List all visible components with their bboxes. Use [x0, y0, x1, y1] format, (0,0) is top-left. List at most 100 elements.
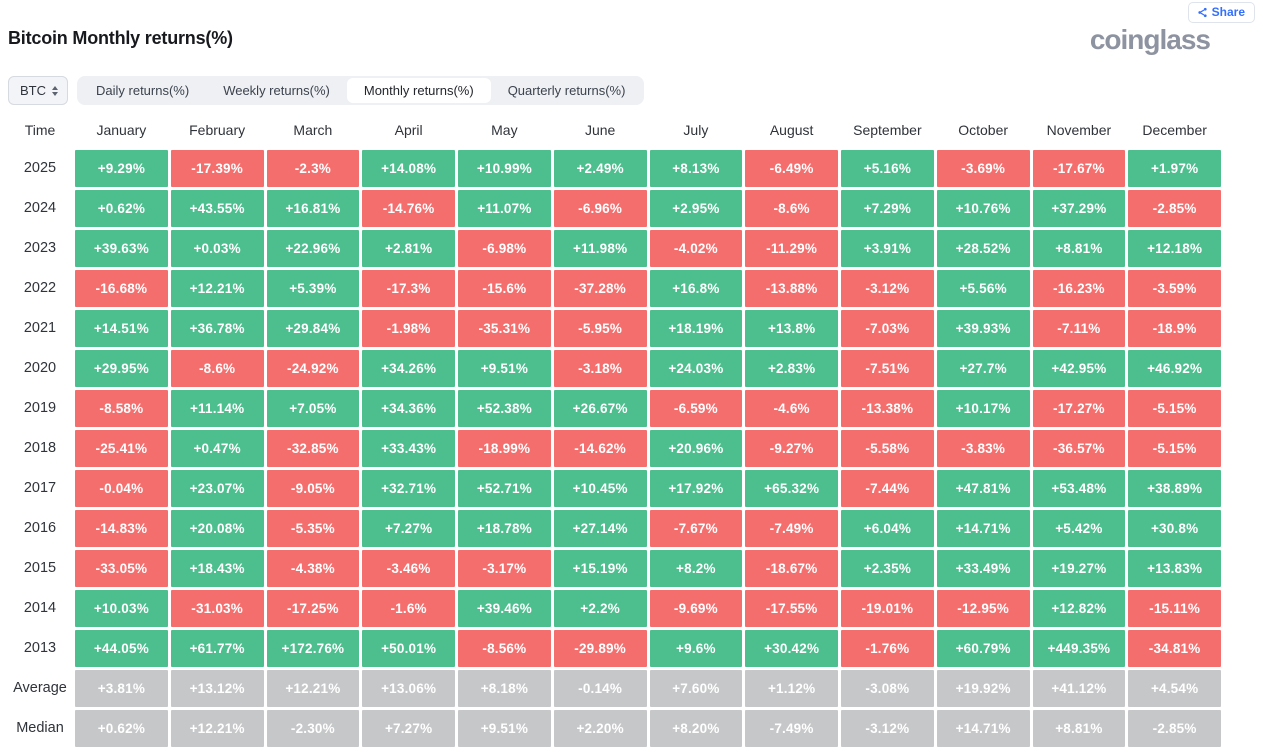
return-cell: -35.31% — [458, 310, 551, 347]
return-cell: +8.18% — [458, 670, 551, 707]
return-cell: -7.49% — [745, 710, 838, 747]
return-cell: +449.35% — [1032, 630, 1126, 667]
column-header-august: August — [769, 122, 814, 138]
table-row-2020: 2020 +29.95% -8.6% -24.92% +34.26% +9.51% -3.1… — [8, 350, 1221, 387]
return-cell: -3.69% — [936, 150, 1030, 187]
return-cell: +8.13% — [649, 150, 743, 187]
return-cell: -5.35% — [266, 510, 360, 547]
return-cell: +16.81% — [266, 190, 360, 227]
tab-group: Daily returns(%) Weekly returns(%) Monthly… — [77, 76, 645, 105]
column-header-july: July — [683, 122, 709, 138]
return-cell: -0.04% — [75, 470, 168, 507]
row-label: 2016 — [23, 520, 57, 536]
return-cell: +2.95% — [649, 190, 743, 227]
table-row-2024: 2024 +0.62% +43.55% +16.81% -14.76% +11.07% -6… — [8, 190, 1221, 227]
return-cell: +42.95% — [1032, 350, 1126, 387]
return-cell: -7.44% — [841, 470, 934, 507]
return-cell: -7.11% — [1032, 310, 1126, 347]
return-cell: +39.63% — [75, 230, 168, 267]
summary-row-average: Average +3.81% +13.12% +12.21% +13.06% +8.18%… — [8, 670, 1221, 707]
return-cell: +9.6% — [649, 630, 743, 667]
return-cell: +52.71% — [458, 470, 551, 507]
return-cell: +28.52% — [936, 230, 1030, 267]
return-cell: -6.98% — [458, 230, 551, 267]
return-cell: -3.12% — [841, 710, 934, 747]
row-label: 2025 — [23, 160, 57, 176]
return-cell: -15.11% — [1128, 590, 1221, 627]
coinglass-logo: coinglass — [1089, 24, 1211, 55]
return-cell: -1.98% — [362, 310, 455, 347]
return-cell: +14.51% — [75, 310, 168, 347]
table-row-2014: 2014 +10.03% -31.03% -17.25% -1.6% +39.46% +2.… — [8, 590, 1221, 627]
return-cell: -14.83% — [75, 510, 168, 547]
return-cell: -18.99% — [458, 430, 551, 467]
return-cell: +61.77% — [170, 630, 264, 667]
return-cell: -29.89% — [553, 630, 647, 667]
column-header-january: January — [96, 122, 147, 138]
return-cell: +8.2% — [649, 550, 743, 587]
tab-daily-returns[interactable]: Daily returns(%) — [79, 76, 206, 105]
return-cell: +19.92% — [936, 670, 1030, 707]
row-label: 2024 — [23, 200, 57, 216]
return-cell: +10.17% — [936, 390, 1030, 427]
return-cell: +172.76% — [266, 630, 360, 667]
return-cell: +0.62% — [75, 710, 168, 747]
return-cell: -16.68% — [75, 270, 168, 307]
return-cell: +32.71% — [362, 470, 455, 507]
return-cell: +0.03% — [170, 230, 264, 267]
table-row-2015: 2015 -33.05% +18.43% -4.38% -3.46% -3.17% +15.… — [8, 550, 1221, 587]
return-cell: -11.29% — [745, 230, 838, 267]
return-cell: -13.88% — [745, 270, 838, 307]
return-cell: -4.38% — [266, 550, 360, 587]
return-cell: -37.28% — [553, 270, 647, 307]
summary-row-median: Median +0.62% +12.21% -2.30% +7.27% +9.51% +2.… — [8, 710, 1221, 747]
return-cell: +13.83% — [1128, 550, 1221, 587]
return-cell: -3.59% — [1128, 270, 1221, 307]
return-cell: -8.58% — [75, 390, 168, 427]
tab-quarterly-returns[interactable]: Quarterly returns(%) — [491, 76, 643, 105]
tab-monthly-returns[interactable]: Monthly returns(%) — [346, 78, 491, 103]
tab-weekly-returns[interactable]: Weekly returns(%) — [206, 76, 347, 105]
return-cell: +7.05% — [266, 390, 360, 427]
return-cell: +1.97% — [1128, 150, 1221, 187]
table-row-2013: 2013 +44.05% +61.77% +172.76% +50.01% -8.56% -… — [8, 630, 1221, 667]
column-header-march: March — [293, 122, 333, 138]
return-cell: -3.08% — [841, 670, 934, 707]
return-cell: +7.29% — [841, 190, 934, 227]
share-label: Share — [1211, 5, 1245, 19]
return-cell: +5.39% — [266, 270, 360, 307]
return-cell: -4.6% — [745, 390, 838, 427]
return-cell: +29.84% — [266, 310, 360, 347]
table-header: Time January February March April May June July… — [8, 112, 1221, 148]
row-label: 2014 — [23, 600, 57, 616]
column-header-september: September — [853, 122, 922, 138]
return-cell: +5.16% — [841, 150, 934, 187]
return-cell: +37.29% — [1032, 190, 1126, 227]
column-header-december: December — [1142, 122, 1207, 138]
return-cell: +4.54% — [1128, 670, 1221, 707]
return-cell: -6.96% — [553, 190, 647, 227]
return-cell: -36.57% — [1032, 430, 1126, 467]
return-cell: +34.26% — [362, 350, 455, 387]
return-cell: +52.38% — [458, 390, 551, 427]
return-cell: +6.04% — [841, 510, 934, 547]
return-cell: +3.91% — [841, 230, 934, 267]
row-label: 2020 — [23, 360, 57, 376]
return-cell: +10.76% — [936, 190, 1030, 227]
return-cell: -15.6% — [458, 270, 551, 307]
return-cell: -17.67% — [1032, 150, 1126, 187]
column-header-november: November — [1046, 122, 1112, 138]
return-cell: +27.7% — [936, 350, 1030, 387]
return-cell: -8.6% — [745, 190, 838, 227]
return-cell: -31.03% — [170, 590, 264, 627]
return-cell: -17.39% — [170, 150, 264, 187]
symbol-select[interactable]: BTC — [8, 76, 68, 105]
return-cell: +12.82% — [1032, 590, 1126, 627]
share-button[interactable]: Share — [1187, 2, 1255, 23]
return-cell: -2.85% — [1128, 710, 1221, 747]
return-cell: +33.43% — [362, 430, 455, 467]
return-cell: -5.15% — [1128, 430, 1221, 467]
return-cell: +14.71% — [936, 510, 1030, 547]
return-cell: +13.06% — [362, 670, 455, 707]
return-cell: -17.3% — [362, 270, 455, 307]
